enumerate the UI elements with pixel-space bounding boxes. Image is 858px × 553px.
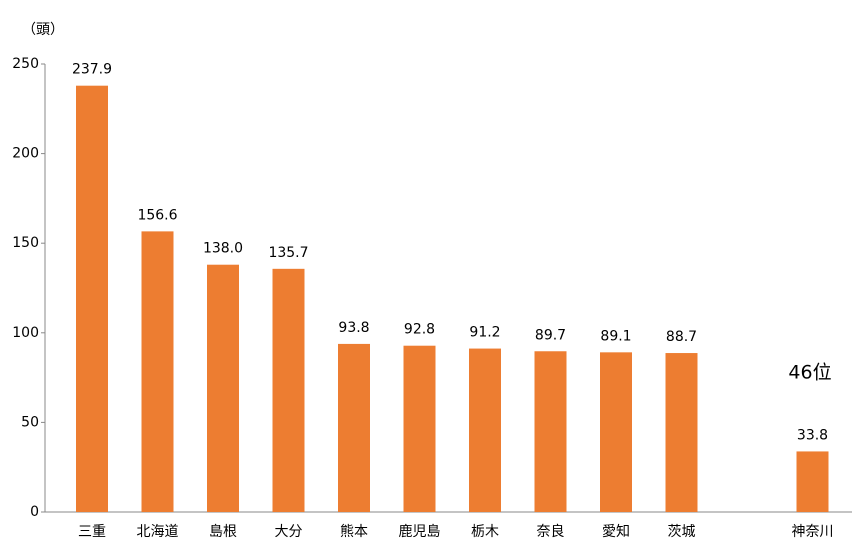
bar: [469, 348, 501, 512]
x-tick-label: 熊本: [340, 524, 368, 540]
bar: [600, 352, 632, 512]
value-label: 135.7: [268, 245, 308, 261]
bar: [76, 85, 108, 512]
x-tick-label: 北海道: [137, 524, 179, 540]
value-label: 89.1: [600, 328, 631, 344]
y-tick-label: 100: [12, 325, 39, 341]
annotation: 46位: [788, 362, 831, 384]
bar: [665, 353, 698, 512]
y-tick-label: 200: [12, 146, 39, 162]
value-label: 93.8: [338, 320, 369, 336]
value-label: 237.9: [72, 62, 112, 78]
x-tick-label: 三重: [78, 524, 106, 540]
x-tick-label: 神奈川: [792, 524, 834, 540]
bar: [403, 345, 436, 512]
bar: [338, 343, 370, 512]
value-label: 88.7: [666, 329, 697, 345]
value-label: 138.0: [203, 241, 243, 257]
value-label: 91.2: [469, 325, 500, 341]
value-label: 33.8: [797, 427, 828, 443]
y-tick-label: 50: [21, 414, 39, 430]
bar: [796, 451, 829, 512]
x-tick-label: 栃木: [471, 524, 499, 540]
value-label: 156.6: [137, 207, 177, 223]
y-tick-label: 250: [12, 56, 39, 72]
x-tick-label: 愛知: [602, 523, 630, 540]
y-tick-label: 0: [30, 504, 39, 520]
value-label: 89.7: [535, 327, 566, 343]
x-tick-label: 島根: [209, 524, 237, 540]
x-tick-label: 鹿児島: [399, 523, 441, 540]
bar: [272, 268, 305, 512]
value-label: 92.8: [404, 322, 435, 338]
bar: [207, 264, 239, 512]
x-tick-label: 茨城: [668, 524, 696, 540]
bar: [141, 231, 174, 512]
x-tick-label: 大分: [275, 524, 303, 540]
x-tick-label: 奈良: [537, 524, 565, 540]
bar: [534, 351, 567, 512]
y-tick-label: 150: [12, 235, 39, 251]
y-axis-label: （頭）: [22, 22, 64, 38]
